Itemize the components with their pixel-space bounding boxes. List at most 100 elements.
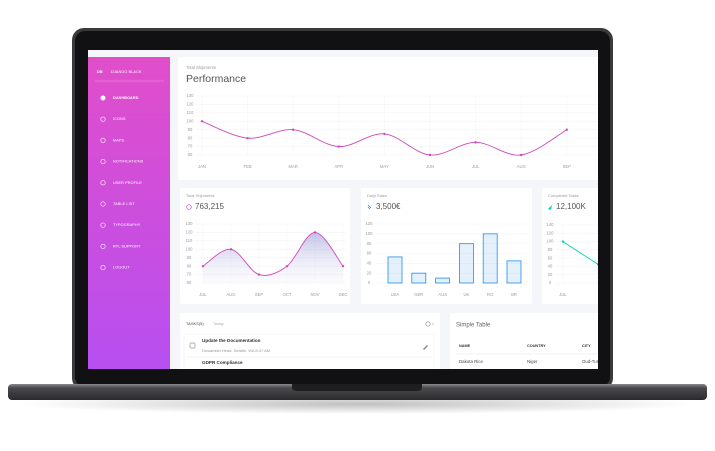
- x-tick-label: AUS: [438, 292, 447, 297]
- tab[interactable]: TASKS(5): [186, 321, 204, 326]
- logo-initials: DB: [97, 70, 103, 74]
- y-tick-label: 40: [548, 264, 553, 269]
- nav-item[interactable]: ICONS: [113, 117, 126, 121]
- brand: DJANGO BLACK: [111, 70, 142, 74]
- line: [562, 241, 598, 265]
- card-subtitle: Total Shipments: [186, 193, 214, 198]
- task-detail: Dwuamish Head, Seattle, WA 8:47 AM: [202, 348, 270, 353]
- y-tick-label: 110: [187, 110, 194, 115]
- x-tick-label: USA: [391, 292, 400, 297]
- y-tick-label: 120: [186, 230, 194, 235]
- table-header: NAME: [459, 344, 471, 348]
- point: [383, 132, 386, 136]
- bar: [411, 272, 427, 284]
- x-tick-label: MAY: [380, 164, 389, 169]
- y-tick-label: 140: [547, 222, 555, 227]
- x-tick-label: JUL: [559, 292, 567, 297]
- x-tick-label: AUG: [517, 164, 526, 169]
- nav-icon: [100, 137, 106, 143]
- y-tick-label: 40: [367, 260, 372, 265]
- point: [292, 128, 295, 131]
- delivery-icon: [367, 204, 372, 210]
- task-title: Update the Documentation: [202, 338, 261, 343]
- checkbox[interactable]: [189, 342, 196, 349]
- notch: [292, 384, 422, 391]
- x-tick-label: JUL: [199, 292, 207, 297]
- bar: [482, 233, 498, 284]
- x-tick-label: SEP: [255, 292, 264, 297]
- y-tick-label: 90: [188, 127, 193, 132]
- x-tick-label: NOV: [310, 292, 319, 297]
- point: [201, 264, 205, 268]
- nav-item[interactable]: TYPOGRAPHY: [113, 223, 141, 227]
- table-cell: Oud-Turnhout: [582, 359, 610, 364]
- nav-item[interactable]: TABLE LIST: [113, 202, 135, 206]
- x-tick-label: UK: [463, 292, 469, 297]
- y-tick-label: 120: [366, 221, 374, 226]
- x-tick-label: AUG: [226, 292, 235, 297]
- bar: [458, 243, 474, 284]
- nav-icon: [100, 265, 106, 271]
- nav-item[interactable]: DASHBOARD: [113, 96, 139, 100]
- x-tick-label: JUL: [472, 164, 480, 169]
- y-tick-label: 60: [187, 280, 192, 285]
- x-tick-label: BR: [511, 292, 517, 297]
- y-tick-label: 60: [548, 255, 553, 260]
- task-title: GDPR Compliance: [202, 360, 243, 365]
- sidebar: [88, 57, 170, 369]
- y-tick-label: 120: [187, 102, 195, 107]
- screen: DB DJANGO BLACK DASHBOARD ICONS MAPS NOTIFI…: [88, 50, 610, 369]
- nav-icon: [100, 243, 106, 249]
- nav-item[interactable]: NOTIFICATIONS: [113, 160, 144, 164]
- card-title: Performance: [186, 73, 246, 85]
- y-tick-label: 90: [187, 255, 192, 260]
- point: [229, 248, 233, 251]
- y-tick-label: 100: [186, 246, 194, 251]
- y-tick-label: 80: [367, 241, 372, 246]
- card-subtitle: Daily Sales: [367, 193, 387, 198]
- nav-icon: [100, 222, 106, 228]
- point: [565, 128, 568, 131]
- card-title: 12,100K: [556, 202, 586, 211]
- nav-icon: [100, 95, 106, 101]
- y-tick-label: 130: [186, 221, 194, 226]
- y-tick-label: 100: [547, 239, 555, 244]
- point: [428, 153, 432, 157]
- x-tick-label: SEP: [563, 164, 572, 169]
- card-subtitle: Total Shipments: [186, 65, 216, 70]
- settings-icon[interactable]: [425, 321, 431, 327]
- y-tick-label: 100: [187, 118, 195, 123]
- card: [361, 188, 532, 304]
- point: [257, 273, 261, 276]
- card: [178, 57, 598, 180]
- tab[interactable]: Today: [213, 321, 224, 326]
- point: [313, 231, 317, 234]
- nav-item[interactable]: MAPS: [113, 138, 125, 142]
- bell-icon: [186, 204, 192, 210]
- nav-item[interactable]: LOGOUT: [113, 266, 130, 270]
- point: [596, 263, 598, 266]
- x-tick-label: DEC: [339, 292, 348, 297]
- nav-item[interactable]: RTL SUPPORT: [113, 244, 141, 248]
- point: [200, 120, 204, 123]
- nav-item[interactable]: USER PROFILE: [113, 181, 142, 185]
- base: [8, 384, 707, 400]
- y-tick-label: 0: [368, 280, 371, 285]
- table-cell: Dakota Rice: [459, 359, 483, 364]
- line: [202, 231, 344, 276]
- y-tick-label: 70: [188, 144, 193, 149]
- table-header: CITY: [582, 344, 591, 348]
- y-tick-label: 80: [548, 247, 553, 252]
- y-tick-label: 0: [549, 280, 552, 285]
- y-tick-label: 130: [187, 93, 195, 98]
- x-tick-label: MAR: [289, 164, 298, 169]
- y-tick-label: 110: [186, 238, 193, 243]
- card-subtitle: Completed Tasks: [548, 193, 579, 198]
- card-title: 3,500€: [376, 202, 401, 211]
- y-tick-label: 60: [367, 251, 372, 256]
- point: [337, 145, 340, 148]
- edit-icon[interactable]: [423, 345, 428, 350]
- x-tick-label: RO: [487, 292, 494, 297]
